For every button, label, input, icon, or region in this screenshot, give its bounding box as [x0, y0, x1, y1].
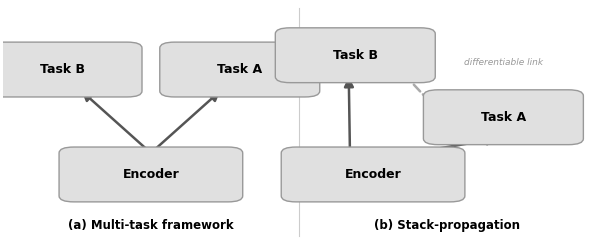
FancyBboxPatch shape [423, 90, 584, 145]
Text: Encoder: Encoder [344, 168, 401, 181]
FancyBboxPatch shape [160, 42, 320, 97]
Text: (b) Stack-propagation: (b) Stack-propagation [374, 219, 520, 232]
FancyBboxPatch shape [281, 147, 465, 202]
FancyBboxPatch shape [59, 147, 243, 202]
Text: Task A: Task A [217, 63, 263, 76]
Text: Task A: Task A [481, 111, 526, 124]
Text: Task B: Task B [39, 63, 84, 76]
Text: differentiable link: differentiable link [464, 58, 543, 67]
Text: Encoder: Encoder [123, 168, 179, 181]
Text: (a) Multi-task framework: (a) Multi-task framework [68, 219, 234, 232]
Text: Task B: Task B [332, 49, 378, 62]
FancyBboxPatch shape [0, 42, 142, 97]
FancyBboxPatch shape [275, 28, 435, 83]
